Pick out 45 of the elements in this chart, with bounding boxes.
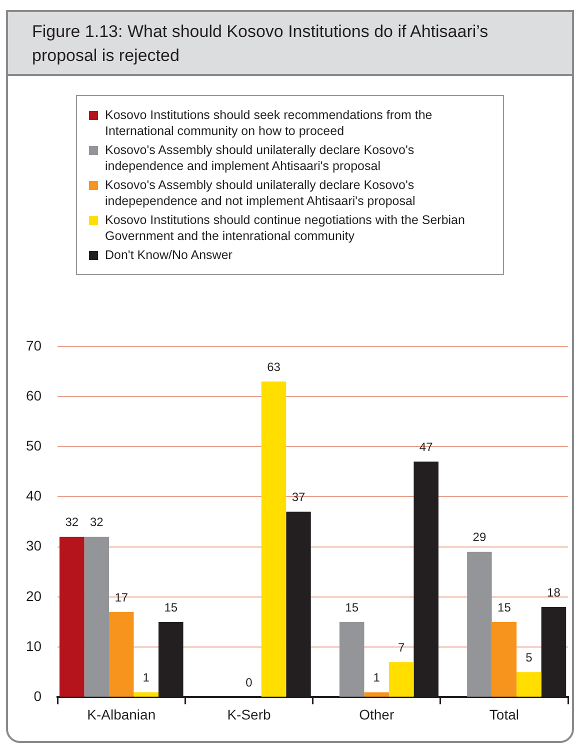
bar: [59, 536, 84, 697]
y-tick-label: 30: [26, 538, 42, 554]
bar: [516, 672, 542, 697]
data-label: 15: [498, 600, 512, 614]
bar: [364, 692, 389, 697]
x-tick-label: K-Serb: [227, 706, 271, 722]
bar: [134, 692, 159, 697]
data-label: 15: [164, 600, 178, 614]
data-label: 18: [547, 585, 561, 600]
data-label: 1: [142, 670, 150, 684]
data-label: 17: [114, 590, 128, 604]
legend-label: Kosovo Institutions should continue negotiations with the Serbian Government and the intenrational community: [105, 213, 465, 243]
legend-label: Don't Know/No Answer: [105, 248, 232, 262]
legend-label: Kosovo's Assembly should unilaterally declare Kosovo's indepependence and not implement Ahtisaari's proposal: [105, 178, 416, 208]
data-label: 29: [472, 530, 486, 544]
data-label: 32: [65, 515, 79, 530]
x-tick-label: K-Albanian: [87, 706, 156, 722]
x-tick-label: Total: [489, 706, 519, 722]
data-label: 63: [267, 360, 281, 374]
bar: [339, 622, 364, 697]
y-tick-label: 20: [26, 588, 42, 604]
data-label: 32: [90, 515, 104, 530]
bar: [467, 552, 492, 697]
legend-label: Kosovo Institutions should seek recommendations from the International community on how to proceed: [105, 108, 432, 138]
data-label: 47: [419, 440, 434, 454]
data-label: 37: [292, 490, 306, 504]
data-label: 5: [526, 650, 533, 664]
chart-title: Figure 1.13: What should Kosovo Institutions do if Ahtisaari’s proposal is rejected: [8, 12, 572, 76]
y-tick-label: 40: [26, 488, 42, 504]
bar: [109, 612, 134, 697]
data-label: 7: [398, 640, 405, 654]
bar: [388, 662, 414, 697]
x-tick-label: Other: [359, 706, 394, 722]
bar: [84, 536, 109, 697]
y-tick-label: 0: [34, 688, 42, 704]
data-label: 15: [345, 600, 359, 614]
y-tick-label: 60: [26, 387, 42, 404]
data-label: 1: [373, 670, 380, 684]
data-label: 0: [246, 676, 253, 690]
y-tick-label: 10: [26, 638, 42, 654]
y-tick-label: 70: [26, 337, 42, 354]
legend-label: Kosovo's Assembly should unilaterally declare Kosovo's independence and implement Ahtisaari's proposal: [105, 143, 414, 173]
y-tick-label: 50: [26, 437, 42, 454]
bar: [492, 622, 517, 697]
bar: [261, 381, 286, 697]
